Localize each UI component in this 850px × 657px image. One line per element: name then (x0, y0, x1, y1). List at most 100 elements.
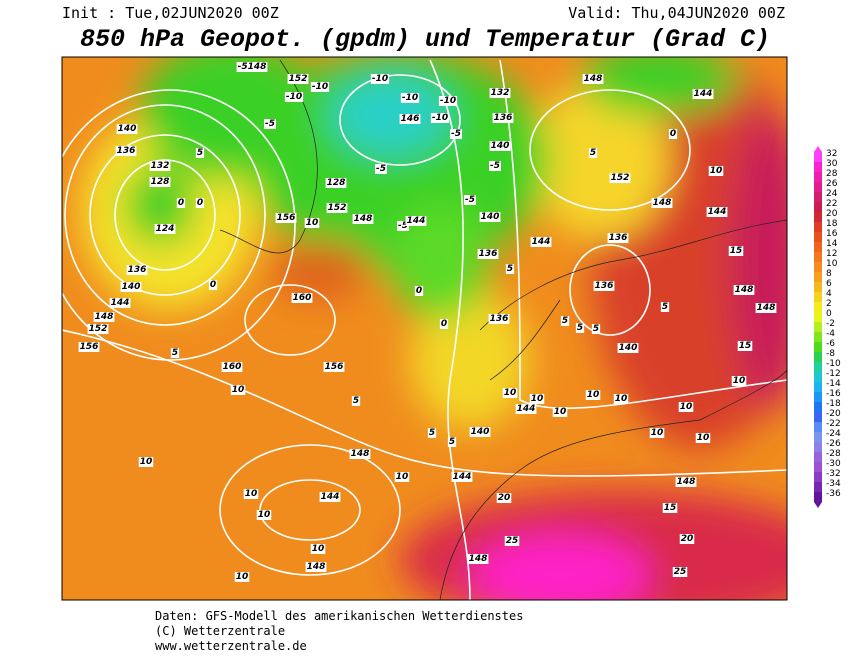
contour-label-bg (116, 124, 138, 134)
colorbar-label: -24 (826, 429, 841, 439)
colorbar-label: 24 (826, 189, 838, 199)
height-contours (62, 59, 787, 600)
contour-label-bg (195, 148, 205, 158)
contour-label: 10 (587, 390, 600, 400)
contour-label-bg (489, 88, 511, 98)
contour-label: 160 (293, 293, 312, 303)
colorbar-swatch (814, 492, 822, 502)
contour-label-bg (706, 207, 728, 217)
contour-label-bg (236, 62, 268, 72)
colorbar-label: -32 (826, 469, 841, 479)
colorbar-label: 20 (826, 209, 838, 219)
contour-label: 148 (677, 477, 696, 487)
contour-label: -5 (265, 119, 275, 129)
contour-label-bg (708, 166, 724, 176)
colorbar-swatch (814, 422, 822, 432)
contour-label-bg (588, 148, 598, 158)
colorbar-swatch (814, 312, 822, 322)
map-frame (61, 56, 788, 601)
colorbar-label: -14 (826, 379, 841, 389)
contour-label-bg (552, 407, 568, 417)
contour-label: 132 (491, 88, 510, 98)
colorbar-label: 18 (826, 219, 838, 229)
colorbar-swatch (814, 172, 822, 182)
contour-label: 5 (562, 316, 568, 326)
contour-label-bg (138, 457, 154, 467)
colorbar-swatch (814, 202, 822, 212)
contour-label-bg (305, 562, 327, 572)
contour-label-bg (607, 233, 629, 243)
contour-label-bg (488, 314, 510, 324)
colorbar-label: 26 (826, 179, 838, 189)
colorbar-swatch (814, 462, 822, 472)
contour-label-bg (695, 433, 711, 443)
footer-copyright: (C) Wetterzentrale (155, 624, 285, 638)
contour-label: 5 (197, 148, 203, 158)
contour-label: 20 (681, 534, 694, 544)
colorbar-label: -8 (826, 349, 835, 359)
contour-label-bg (450, 129, 462, 139)
contour-label-bg (496, 493, 512, 503)
contour-label-bg (399, 114, 421, 124)
contour-label: 156 (325, 362, 344, 372)
contour-label: -5 (451, 129, 461, 139)
contour-label: -5 (376, 164, 386, 174)
contour-label-bg (405, 216, 427, 226)
contour-label-bg (489, 141, 511, 151)
contour-label-bg (585, 390, 601, 400)
colorbar-cap (814, 146, 822, 152)
contour-label-bg (591, 324, 601, 334)
colorbar-label: -20 (826, 409, 841, 419)
colorbar-label: -30 (826, 459, 841, 469)
contour-label: 10 (245, 489, 258, 499)
contour-label: 148 (469, 554, 488, 564)
contour-label-bg (447, 437, 457, 447)
contour-label: 0 (441, 319, 447, 329)
colorbar-label: -2 (826, 319, 835, 329)
contour-label-bg (291, 293, 313, 303)
contour-label-bg (479, 212, 501, 222)
contour-label: 0 (197, 198, 203, 208)
colorbar-swatch (814, 272, 822, 282)
colorbar-label: -34 (826, 479, 841, 489)
contour-label-bg (323, 362, 345, 372)
contour-label: 148 (351, 449, 370, 459)
contour-label: 136 (490, 314, 509, 324)
contour-label: 152 (289, 74, 308, 84)
contour-label: 152 (611, 173, 630, 183)
colorbar-swatch (814, 432, 822, 442)
colorbar-swatch (814, 412, 822, 422)
colorbar-swatch (814, 212, 822, 222)
contour-label: -5 (490, 161, 500, 171)
contour-label: 144 (407, 216, 426, 226)
colorbar-swatch (814, 192, 822, 202)
contour-label-bg (530, 237, 552, 247)
contour-label: 5 (593, 324, 599, 334)
contour-label-bg (613, 394, 629, 404)
colorbar-swatch (814, 322, 822, 332)
contour-label-bg (692, 89, 714, 99)
colorbar-swatch (814, 152, 822, 162)
contour-label: 25 (506, 536, 519, 546)
contour-label-bg (208, 280, 218, 290)
contour-label-bg (78, 342, 100, 352)
contour-label-bg (256, 510, 272, 520)
contour-label: 136 (494, 113, 513, 123)
contour-label-bg (195, 198, 205, 208)
contour-label-bg (675, 477, 697, 487)
contour-label: -10 (372, 74, 388, 84)
contour-label-bg (464, 195, 476, 205)
contour-label: 10 (306, 218, 319, 228)
colorbar-swatch (814, 182, 822, 192)
colorbar-swatch (814, 282, 822, 292)
colorbar-swatch (814, 162, 822, 172)
init-time: Init : Tue,02JUN2020 00Z (62, 4, 279, 22)
contour-label: 15 (739, 341, 752, 351)
contour-label: 20 (498, 493, 511, 503)
contour-label: 0 (178, 198, 184, 208)
colorbar-label: -26 (826, 439, 841, 449)
contour-label-bg (662, 503, 678, 513)
contour-label-bg (154, 224, 176, 234)
contour-label-bg (230, 385, 246, 395)
contour-label: 10 (396, 472, 409, 482)
